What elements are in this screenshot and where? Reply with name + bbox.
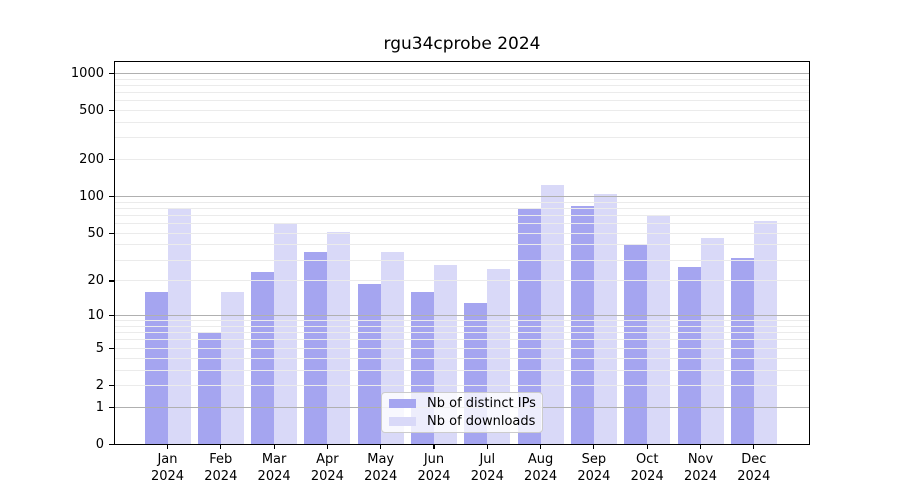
bar-ips-oct bbox=[624, 244, 648, 445]
minor-gridline bbox=[113, 232, 810, 234]
bar-ips-dec bbox=[730, 258, 754, 445]
y-tick bbox=[109, 406, 114, 408]
major-gridline bbox=[113, 72, 810, 74]
bar-downloads-sep bbox=[593, 193, 617, 445]
y-tick bbox=[109, 443, 114, 446]
legend: Nb of distinct IPs Nb of downloads bbox=[381, 392, 543, 433]
minor-gridline bbox=[113, 137, 810, 139]
y-tick bbox=[109, 158, 114, 161]
minor-gridline bbox=[113, 110, 810, 112]
minor-gridline bbox=[113, 223, 810, 225]
y-tick-label: 50 bbox=[87, 225, 104, 241]
x-tick-label: Dec 2024 bbox=[737, 452, 771, 484]
x-tick-label: Feb 2024 bbox=[204, 452, 238, 484]
y-tick bbox=[109, 280, 114, 282]
y-tick-label: 200 bbox=[79, 152, 104, 168]
minor-gridline bbox=[113, 369, 810, 371]
x-tick bbox=[593, 444, 595, 449]
minor-gridline bbox=[113, 100, 810, 102]
minor-gridline bbox=[113, 357, 810, 359]
bar-downloads-mar bbox=[274, 223, 298, 445]
legend-label-downloads: Nb of downloads bbox=[427, 414, 536, 429]
x-tick-label: Nov 2024 bbox=[683, 452, 718, 484]
minor-gridline bbox=[113, 159, 810, 161]
minor-gridline bbox=[113, 347, 810, 349]
y-tick-label: 100 bbox=[79, 189, 104, 205]
x-tick-label: Aug 2024 bbox=[524, 452, 558, 484]
bar-ips-nov bbox=[677, 267, 701, 445]
x-tick bbox=[433, 444, 435, 449]
legend-entry-downloads: Nb of downloads bbox=[389, 414, 535, 429]
y-tick-label: 20 bbox=[87, 273, 104, 289]
x-tick-label: Jun 2024 bbox=[417, 452, 451, 484]
legend-swatch-downloads bbox=[389, 417, 416, 426]
y-tick bbox=[109, 384, 114, 387]
minor-gridline bbox=[113, 78, 810, 80]
minor-gridline bbox=[113, 84, 810, 86]
y-tick-label: 1 bbox=[95, 399, 104, 415]
x-tick bbox=[166, 444, 169, 449]
chart-title: rgu34cprobe 2024 bbox=[383, 34, 541, 54]
legend-entry-distinct-ips: Nb of distinct IPs bbox=[389, 396, 536, 411]
y-tick-label: 0 bbox=[95, 437, 104, 452]
x-tick-label: Mar 2024 bbox=[257, 452, 291, 484]
bar-ips-jan bbox=[144, 292, 168, 445]
minor-gridline bbox=[113, 325, 810, 327]
legend-label-distinct-ips: Nb of distinct IPs bbox=[427, 396, 536, 411]
x-tick-label: Oct 2024 bbox=[630, 452, 664, 484]
x-tick bbox=[699, 444, 702, 449]
x-tick bbox=[540, 444, 542, 449]
x-tick-label: Apr 2024 bbox=[310, 452, 344, 484]
minor-gridline bbox=[113, 320, 810, 322]
major-gridline bbox=[113, 315, 810, 317]
bar-downloads-feb bbox=[220, 292, 244, 445]
x-tick bbox=[326, 444, 328, 449]
y-tick bbox=[109, 72, 114, 74]
bar-ips-feb bbox=[197, 332, 221, 445]
x-tick-label: Jan 2024 bbox=[150, 452, 185, 484]
y-tick bbox=[109, 315, 114, 317]
bar-downloads-aug bbox=[540, 184, 564, 445]
y-tick-label: 1000 bbox=[70, 65, 104, 81]
y-tick-label: 500 bbox=[79, 103, 104, 119]
minor-gridline bbox=[113, 244, 810, 246]
legend-swatch-distinct-ips bbox=[389, 399, 416, 408]
minor-gridline bbox=[113, 332, 810, 334]
y-tick bbox=[109, 347, 114, 349]
bar-downloads-apr bbox=[327, 232, 351, 445]
x-tick bbox=[273, 444, 275, 449]
x-tick-label: Jul 2024 bbox=[470, 452, 504, 484]
y-tick bbox=[109, 109, 114, 112]
bar-downloads-nov bbox=[700, 237, 724, 445]
minor-gridline bbox=[113, 214, 810, 216]
minor-gridline bbox=[113, 384, 810, 386]
y-tick-label: 5 bbox=[95, 340, 104, 356]
x-tick bbox=[486, 444, 488, 449]
x-tick-label: Sep 2024 bbox=[577, 452, 611, 484]
minor-gridline bbox=[113, 121, 810, 123]
minor-gridline bbox=[113, 201, 810, 203]
x-tick-label: May 2024 bbox=[364, 452, 398, 484]
x-tick bbox=[753, 444, 755, 449]
y-tick-label: 10 bbox=[87, 308, 104, 324]
minor-gridline bbox=[113, 207, 810, 209]
y-tick-label: 2 bbox=[95, 377, 104, 393]
y-tick bbox=[109, 195, 114, 198]
minor-gridline bbox=[113, 280, 810, 282]
x-tick bbox=[380, 444, 382, 449]
gridlines-layer bbox=[113, 61, 810, 445]
minor-gridline bbox=[113, 259, 810, 261]
minor-gridline bbox=[113, 91, 810, 93]
plot-area bbox=[113, 60, 810, 445]
x-tick bbox=[646, 444, 648, 449]
y-tick bbox=[109, 232, 114, 234]
major-gridline bbox=[113, 196, 810, 198]
minor-gridline bbox=[113, 339, 810, 341]
bar-downloads-oct bbox=[647, 215, 671, 445]
bar-ips-may bbox=[357, 283, 381, 445]
x-tick bbox=[220, 444, 222, 449]
